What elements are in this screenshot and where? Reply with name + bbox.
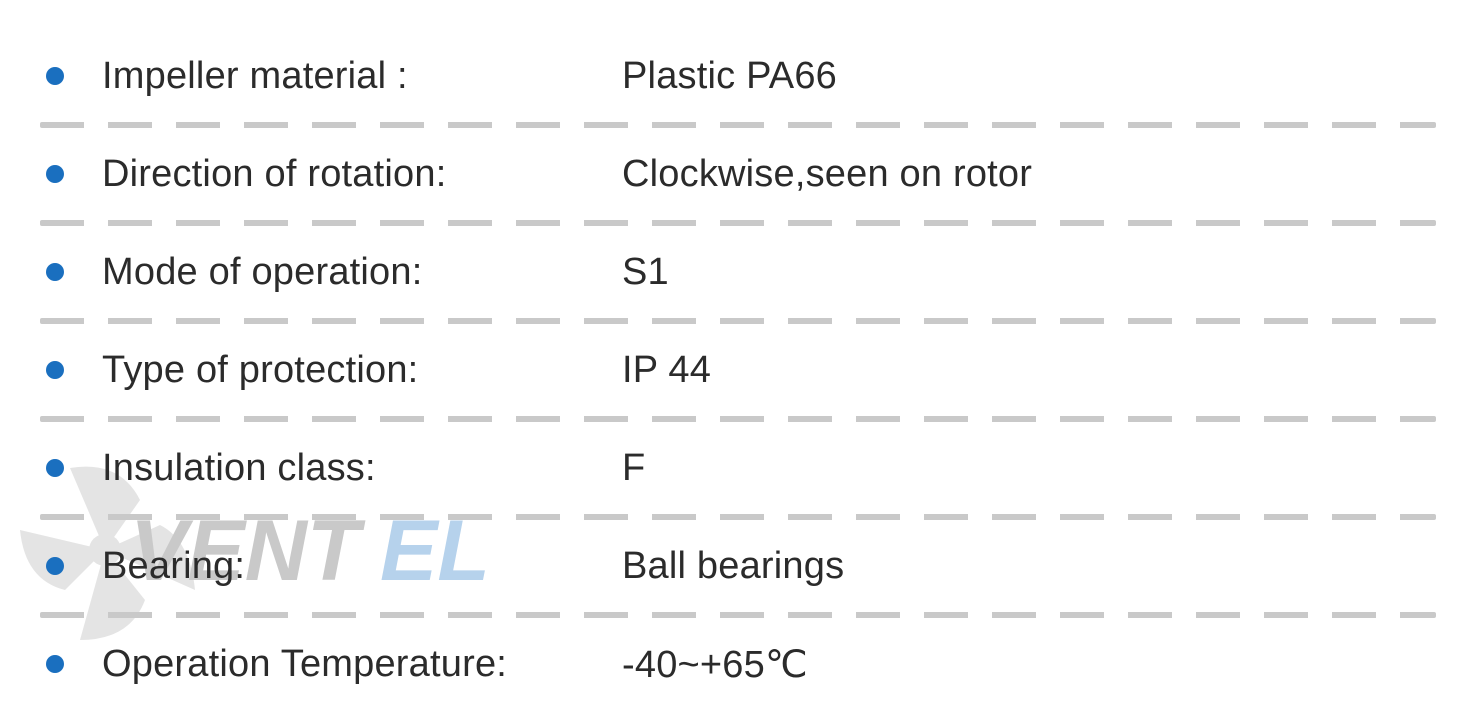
spec-row: Insulation class: F <box>40 432 1436 504</box>
spec-value: S1 <box>622 251 669 294</box>
row-divider <box>40 122 1436 128</box>
spec-label: Type of protection: <box>102 349 622 392</box>
row-divider <box>40 514 1436 520</box>
spec-list: Impeller material : Plastic PA66 Directi… <box>0 0 1476 700</box>
bullet-icon <box>46 459 64 477</box>
bullet-icon <box>46 165 64 183</box>
spec-row: Operation Temperature: -40~+65℃ <box>40 628 1436 700</box>
spec-label: Insulation class: <box>102 447 622 490</box>
row-divider <box>40 318 1436 324</box>
spec-value: Ball bearings <box>622 545 844 588</box>
bullet-icon <box>46 557 64 575</box>
spec-label: Direction of rotation: <box>102 153 622 196</box>
spec-row: Direction of rotation: Clockwise,seen on… <box>40 138 1436 210</box>
row-divider <box>40 612 1436 618</box>
row-divider <box>40 416 1436 422</box>
spec-value: Clockwise,seen on rotor <box>622 153 1032 196</box>
spec-row: Impeller material : Plastic PA66 <box>40 40 1436 112</box>
spec-row: Mode of operation: S1 <box>40 236 1436 308</box>
spec-value: -40~+65℃ <box>622 642 808 687</box>
spec-row: Type of protection: IP 44 <box>40 334 1436 406</box>
bullet-icon <box>46 263 64 281</box>
spec-label: Mode of operation: <box>102 251 622 294</box>
bullet-icon <box>46 67 64 85</box>
row-divider <box>40 220 1436 226</box>
spec-value: Plastic PA66 <box>622 55 837 98</box>
spec-value: F <box>622 447 645 490</box>
spec-value: IP 44 <box>622 349 711 392</box>
bullet-icon <box>46 655 64 673</box>
spec-row: Bearing: Ball bearings <box>40 530 1436 602</box>
spec-label: Bearing: <box>102 545 622 588</box>
spec-label: Operation Temperature: <box>102 643 622 686</box>
bullet-icon <box>46 361 64 379</box>
spec-label: Impeller material : <box>102 55 622 98</box>
